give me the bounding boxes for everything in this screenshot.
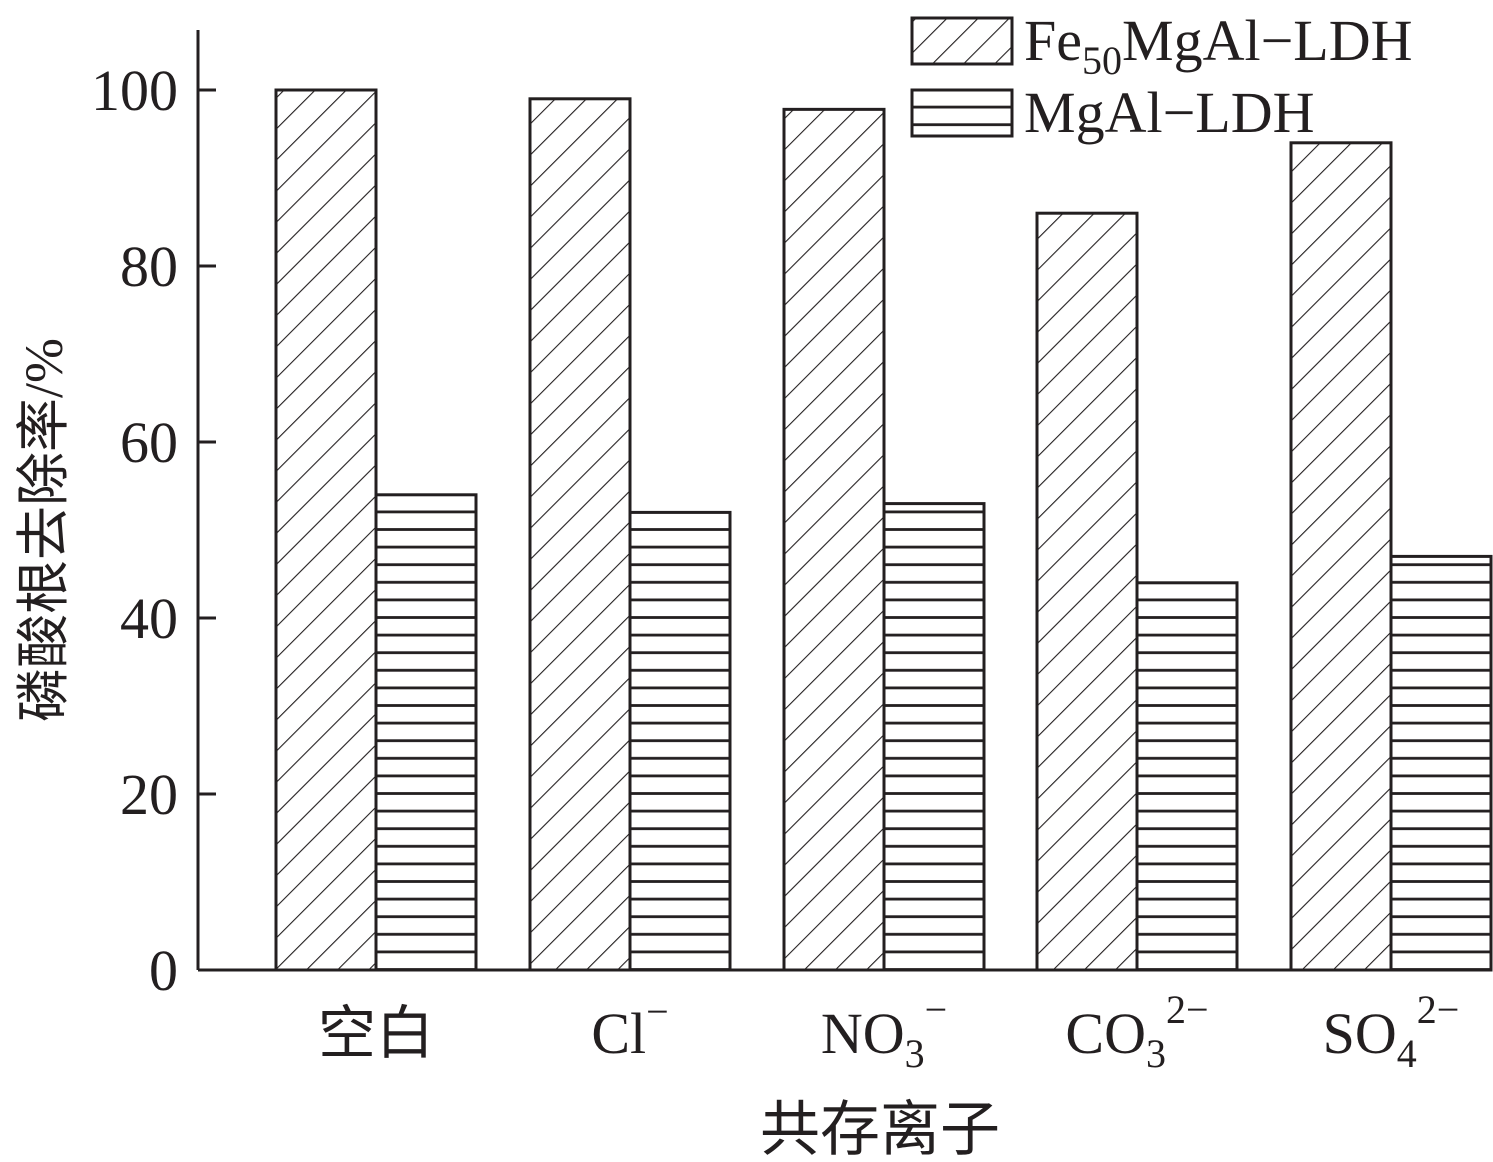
bar-mgal-ldh-2 — [882, 502, 986, 972]
y-tick-label: 100 — [91, 58, 178, 123]
bar-fe50mgal-ldh-2 — [782, 107, 886, 972]
y-tick-label: 20 — [120, 762, 178, 827]
legend-swatch-1 — [910, 88, 1014, 138]
x-tick-label: Cl− — [591, 989, 668, 1066]
x-tick-label: CO32− — [1065, 987, 1208, 1076]
x-tick-label: SO42− — [1323, 987, 1460, 1076]
x-axis-label: 共存离子 — [760, 1097, 1000, 1162]
bar-fe50mgal-ldh-0 — [274, 88, 378, 972]
bar-mgal-ldh-4 — [1389, 554, 1493, 972]
bar-fe50mgal-ldh-4 — [1289, 141, 1393, 972]
bar-mgal-ldh-0 — [374, 493, 478, 972]
x-tick-label: 空白 — [318, 1001, 434, 1066]
bar-fe50mgal-ldh-3 — [1035, 211, 1139, 972]
y-tick-label: 40 — [120, 586, 178, 651]
bar-mgal-ldh-1 — [628, 510, 732, 972]
bar-mgal-ldh-3 — [1135, 581, 1239, 972]
y-tick-label: 60 — [120, 410, 178, 475]
legend-swatch-0 — [910, 16, 1014, 66]
x-tick-label: NO3− — [821, 987, 947, 1076]
y-tick-label: 80 — [120, 234, 178, 299]
bar-fe50mgal-ldh-1 — [528, 97, 632, 972]
legend-label-1: MgAl−LDH — [1024, 80, 1314, 145]
legend-label-0: Fe50MgAl−LDH — [1024, 8, 1412, 83]
y-axis-label: 磷酸根去除率/% — [14, 338, 74, 722]
y-tick-label: 0 — [149, 938, 178, 1003]
